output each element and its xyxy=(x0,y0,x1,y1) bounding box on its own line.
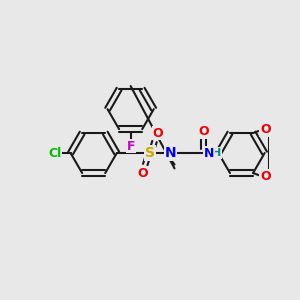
Text: N: N xyxy=(165,146,176,160)
Text: Cl: Cl xyxy=(49,146,62,160)
Text: O: O xyxy=(152,127,163,140)
Text: O: O xyxy=(137,167,148,180)
Text: N: N xyxy=(204,146,214,160)
Text: F: F xyxy=(126,140,135,153)
Text: H: H xyxy=(212,148,221,158)
Text: O: O xyxy=(260,124,271,136)
Text: O: O xyxy=(260,169,271,183)
Text: S: S xyxy=(145,146,155,160)
Text: O: O xyxy=(199,125,209,138)
